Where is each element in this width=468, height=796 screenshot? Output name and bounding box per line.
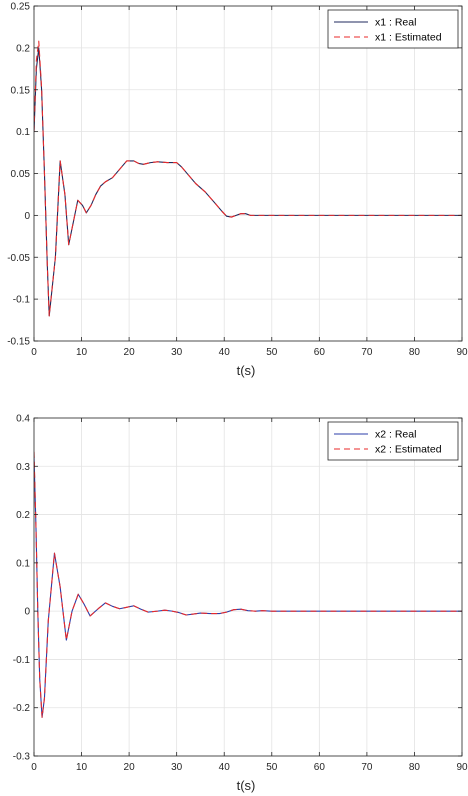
x-tick-label: 80 [409,347,421,358]
y-tick-label: 0.1 [16,558,30,569]
legend: x1 : Real x1 : Estimated [327,9,459,49]
series-line-estimated [34,40,462,317]
x-tick-label: 10 [76,347,88,358]
y-tick-label: 0.3 [16,462,30,473]
y-tick-label: 0.1 [16,127,30,138]
x-tick-label: 0 [31,762,37,773]
y-tick-label: 0.15 [11,85,31,96]
x-tick-label: 50 [266,347,278,358]
x-axis-label: t(s) [237,363,256,378]
legend-box [327,421,459,461]
x-tick-label: 80 [409,762,421,773]
series-line-estimated [34,451,462,718]
y-tick-label: -0.3 [13,752,31,763]
x-tick-label: 20 [124,347,136,358]
x-tick-label: 90 [456,762,468,773]
legend-box [327,9,459,49]
legend: x2 : Real x2 : Estimated [327,421,459,461]
x-tick-label: 70 [361,347,373,358]
x-tick-label: 40 [219,347,231,358]
y-tick-label: 0.25 [11,2,31,13]
legend-entry-label: x1 : Real [375,17,416,29]
y-tick-label: -0.15 [7,337,30,348]
x-tick-label: 90 [456,347,468,358]
x-axis-label: t(s) [237,778,256,793]
plot-area [34,418,462,756]
x-tick-label: 30 [171,762,183,773]
chart-x2: 0 10 20 30 40 50 60 70 80 90 -0.3 -0.2 -0.1 0 0.1 0.2 0.… [13,414,468,794]
y-tick-label: 0.05 [11,169,31,180]
x-tick-label: 10 [76,762,88,773]
legend-entry-label: x2 : Estimated [375,444,442,456]
x-tick-label: 20 [124,762,136,773]
x-tick-label: 60 [314,347,326,358]
x-tick-label: 40 [219,762,231,773]
chart-x1: 0 10 20 30 40 50 60 70 80 90 -0.15 -0.1 -0.05 0 0.05 0.… [7,2,468,379]
legend-entry-label: x1 : Estimated [375,32,442,44]
y-tick-label: 0 [24,211,30,222]
y-tick-label: 0.4 [16,414,30,425]
y-tick-label: -0.2 [13,703,31,714]
y-tick-label: -0.1 [13,295,31,306]
x-tick-label: 50 [266,762,278,773]
x-tick-label: 30 [171,347,183,358]
y-tick-label: 0.2 [16,510,30,521]
y-tick-label: 0 [24,607,30,618]
y-tick-label: -0.1 [13,655,31,666]
x-tick-label: 70 [361,762,373,773]
y-tick-label: 0.2 [16,43,30,54]
x-tick-label: 0 [31,347,37,358]
axes-frame [33,417,463,757]
y-tick-label: -0.05 [7,253,30,264]
legend-entry-label: x2 : Real [375,429,416,441]
x-tick-label: 60 [314,762,326,773]
